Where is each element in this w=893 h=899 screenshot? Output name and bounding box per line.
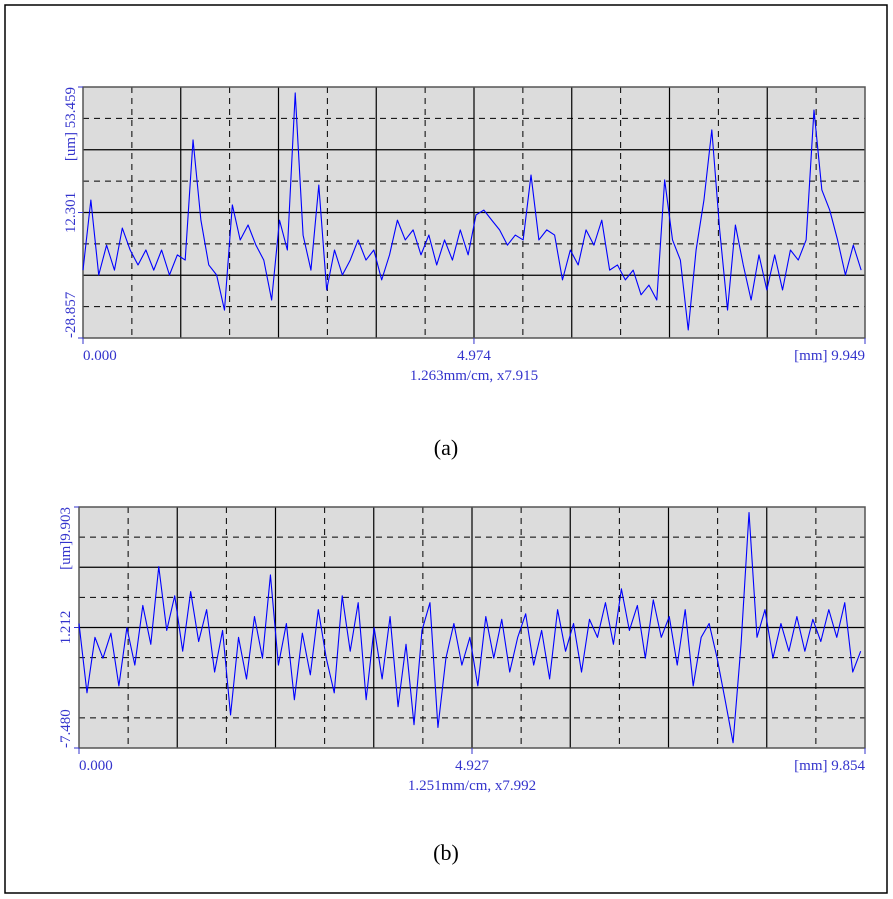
caption: (b) xyxy=(433,840,459,865)
x-tick-label: [mm] 9.949 xyxy=(794,348,865,364)
y-tick-label: 12.301 xyxy=(63,192,79,233)
x-tick-label: 4.927 xyxy=(455,758,489,774)
y-tick-label: -7.480 xyxy=(58,709,74,748)
x-axis-label: 1.263mm/cm, x7.915 xyxy=(410,368,538,384)
profile-line xyxy=(78,512,862,744)
y-tick-label: -28.857 xyxy=(63,291,79,338)
x-tick-label: [mm] 9.854 xyxy=(794,758,865,774)
y-tick-label: 1.212 xyxy=(58,611,74,645)
caption: (a) xyxy=(434,435,458,460)
profile-line xyxy=(82,92,862,331)
y-tick-label: [um] 53.459 xyxy=(63,87,79,161)
x-tick-label: 0.000 xyxy=(83,348,117,364)
x-axis-label: 1.251mm/cm, x7.992 xyxy=(408,778,536,794)
x-tick-label: 0.000 xyxy=(79,758,113,774)
x-tick-label: 4.974 xyxy=(457,348,491,364)
y-tick-label: [um]9.903 xyxy=(58,507,74,570)
